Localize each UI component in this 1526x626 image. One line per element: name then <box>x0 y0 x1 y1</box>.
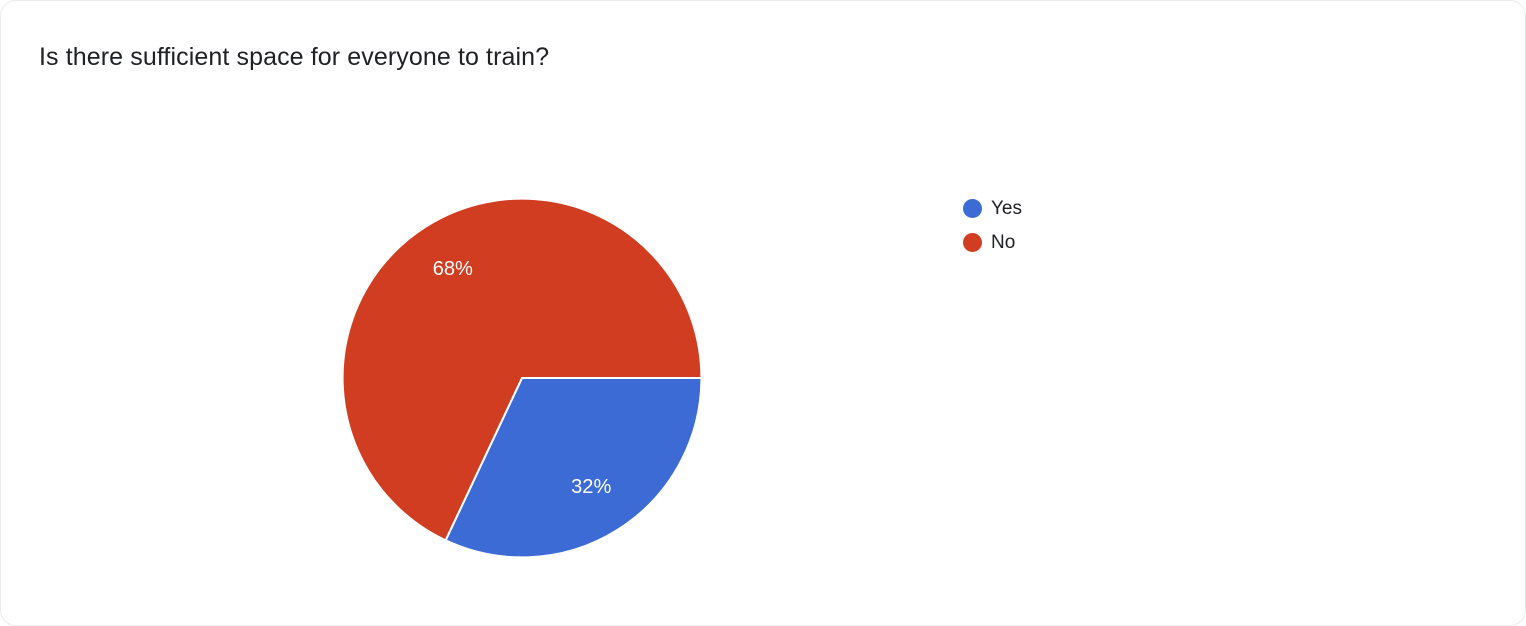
legend: Yes No <box>963 199 1022 267</box>
pie-chart: 32% 68% <box>339 195 705 561</box>
slice-label: 32% <box>571 476 611 498</box>
legend-label: Yes <box>991 198 1022 219</box>
legend-item: No <box>963 233 1022 252</box>
legend-label: No <box>991 232 1016 253</box>
pie-chart-container: 32% 68% <box>339 195 705 561</box>
pie-slice-no <box>343 199 702 541</box>
legend-item: Yes <box>963 199 1022 218</box>
legend-swatch <box>963 199 982 218</box>
page-title: Is there sufficient space for everyone t… <box>39 43 550 71</box>
slice-label: 68% <box>433 258 473 280</box>
pie-slice-yes <box>446 378 702 557</box>
legend-swatch <box>963 233 982 252</box>
